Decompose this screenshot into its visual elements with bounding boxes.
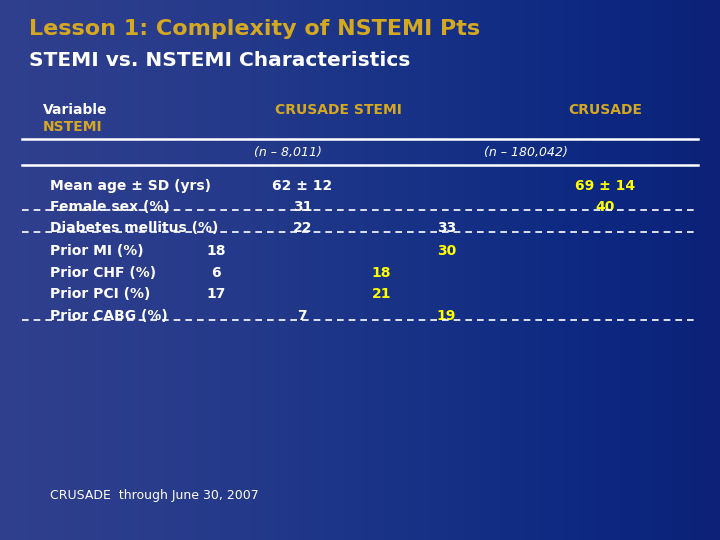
Text: 33: 33 xyxy=(437,221,456,235)
Text: 31: 31 xyxy=(293,200,312,214)
Text: CRUSADE: CRUSADE xyxy=(568,103,642,117)
Text: Prior CHF (%): Prior CHF (%) xyxy=(50,266,156,280)
Text: 7: 7 xyxy=(297,309,307,323)
Text: Female sex (%): Female sex (%) xyxy=(50,200,170,214)
Text: (n – 8,011): (n – 8,011) xyxy=(254,146,322,159)
Text: 19: 19 xyxy=(437,309,456,323)
Text: 62 ± 12: 62 ± 12 xyxy=(272,179,333,193)
Text: Lesson 1: Complexity of NSTEMI Pts: Lesson 1: Complexity of NSTEMI Pts xyxy=(29,19,480,39)
Text: Variable: Variable xyxy=(43,103,108,117)
Text: Prior MI (%): Prior MI (%) xyxy=(50,244,144,258)
Text: Mean age ± SD (yrs): Mean age ± SD (yrs) xyxy=(50,179,212,193)
Text: 21: 21 xyxy=(372,287,392,301)
Text: (n – 180,042): (n – 180,042) xyxy=(484,146,567,159)
Text: STEMI vs. NSTEMI Characteristics: STEMI vs. NSTEMI Characteristics xyxy=(29,51,410,70)
Text: 69 ± 14: 69 ± 14 xyxy=(575,179,635,193)
Text: Prior PCI (%): Prior PCI (%) xyxy=(50,287,150,301)
Text: 18: 18 xyxy=(372,266,392,280)
Text: 18: 18 xyxy=(206,244,226,258)
Text: Diabetes mellitus (%): Diabetes mellitus (%) xyxy=(50,221,219,235)
Text: NSTEMI: NSTEMI xyxy=(43,120,103,134)
Text: 30: 30 xyxy=(437,244,456,258)
Text: 6: 6 xyxy=(211,266,221,280)
Text: CRUSADE STEMI: CRUSADE STEMI xyxy=(275,103,402,117)
Text: 22: 22 xyxy=(292,221,312,235)
Text: CRUSADE  through June 30, 2007: CRUSADE through June 30, 2007 xyxy=(50,489,259,502)
Text: 40: 40 xyxy=(595,200,614,214)
Text: 17: 17 xyxy=(207,287,225,301)
Text: Prior CABG (%): Prior CABG (%) xyxy=(50,309,168,323)
